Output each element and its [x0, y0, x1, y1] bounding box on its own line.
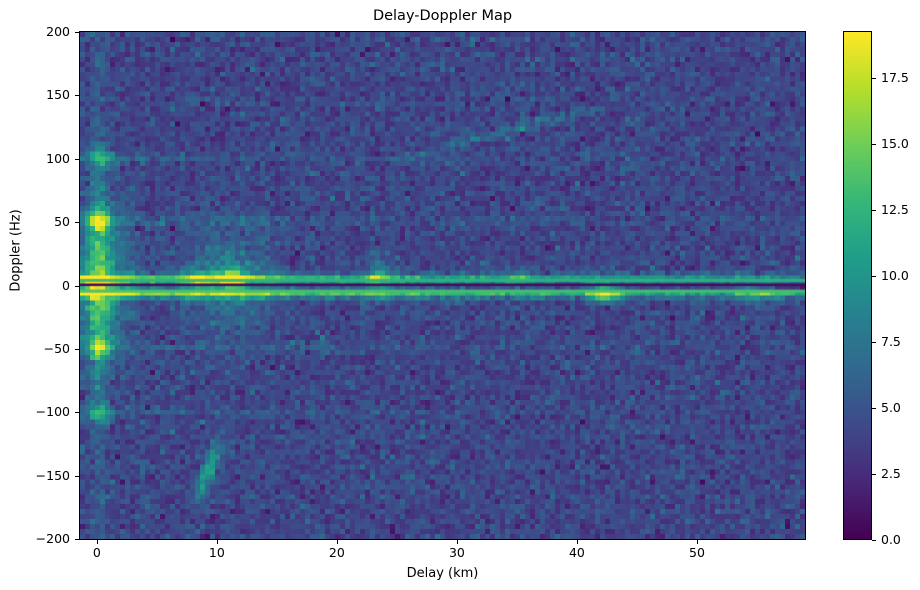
x-axis-label: Delay (km)	[406, 566, 479, 581]
x-axis-tick-mark	[577, 540, 578, 544]
colorbar-tick-mark	[872, 276, 876, 277]
x-axis-tick-label: 30	[448, 545, 465, 560]
y-axis-tick-label: 100	[46, 150, 70, 166]
y-axis-tick-label: 200	[46, 24, 70, 39]
x-axis-tick-mark	[97, 540, 98, 544]
y-axis-tick-mark	[75, 412, 79, 413]
x-axis-tick-label: 50	[689, 545, 705, 560]
y-axis-tick-label: 50	[54, 214, 70, 230]
colorbar-tick-mark	[872, 78, 876, 79]
colorbar-tick-mark	[872, 474, 876, 475]
y-axis-tick-mark	[75, 222, 79, 223]
colorbar-tick-mark	[872, 210, 876, 211]
colorbar-tick-label: 17.5	[881, 70, 909, 86]
colorbar-tick-label: 0.0	[881, 532, 901, 547]
y-axis-tick-mark	[75, 286, 79, 287]
x-axis-tick-label: 20	[328, 545, 345, 560]
y-axis-tick-label: −50	[43, 340, 70, 356]
x-axis-tick-label: 10	[208, 545, 225, 560]
y-axis-label: Doppler (Hz)	[8, 209, 24, 292]
y-axis-tick-mark	[75, 95, 79, 96]
heatmap-plot-area	[79, 31, 806, 540]
x-axis-tick-mark	[217, 540, 218, 544]
y-axis-tick-label: −150	[35, 467, 70, 483]
colorbar-tick-label: 12.5	[881, 202, 909, 218]
colorbar-tick-mark	[872, 540, 876, 541]
x-axis-tick-label: 0	[92, 545, 101, 560]
colorbar	[843, 31, 872, 540]
x-axis-tick-label: 40	[568, 545, 585, 560]
colorbar-tick-mark	[872, 408, 876, 409]
y-axis-tick-mark	[75, 349, 79, 350]
colorbar-tick-label: 7.5	[881, 334, 901, 350]
y-axis-tick-mark	[75, 32, 79, 33]
colorbar-tick-mark	[872, 144, 876, 145]
y-axis-tick-label: 150	[46, 87, 70, 103]
colorbar-gradient	[844, 32, 871, 539]
y-axis-tick-mark	[75, 476, 79, 477]
colorbar-tick-mark	[872, 342, 876, 343]
y-axis-tick-mark	[75, 539, 79, 540]
colorbar-tick-label: 15.0	[881, 136, 909, 152]
y-axis-tick-labels: 200 150 100 50 0 −50 −100 −150 −200	[30, 0, 70, 590]
y-axis-tick-label: 0	[62, 277, 70, 293]
zero-doppler-line-overlay	[80, 32, 805, 539]
colorbar-tick-label: 2.5	[881, 466, 901, 482]
y-axis-tick-label: −100	[35, 404, 70, 420]
x-axis-tick-mark	[337, 540, 338, 544]
colorbar-tick-label: 10.0	[881, 268, 909, 284]
chart-title: Delay-Doppler Map	[372, 8, 513, 24]
y-axis-tick-mark	[75, 159, 79, 160]
x-axis-tick-mark	[697, 540, 698, 544]
colorbar-tick-label: 5.0	[881, 400, 901, 416]
y-axis-tick-label: −200	[35, 531, 70, 546]
x-axis-tick-mark	[457, 540, 458, 544]
